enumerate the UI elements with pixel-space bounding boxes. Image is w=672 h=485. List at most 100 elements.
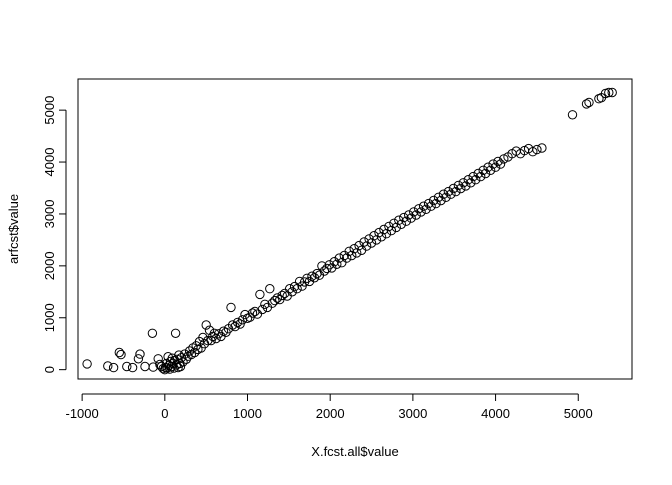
- y-tick-label: 1000: [42, 303, 57, 332]
- data-point: [446, 189, 456, 199]
- data-point: [480, 168, 491, 179]
- data-point: [176, 353, 187, 363]
- y-tick-label: 0: [42, 366, 57, 373]
- data-point: [409, 207, 419, 217]
- data-point: [287, 287, 297, 297]
- data-point: [453, 180, 464, 191]
- data-point: [289, 281, 300, 292]
- data-point: [458, 178, 468, 188]
- data-point: [307, 271, 317, 281]
- data-point: [431, 198, 441, 209]
- data-point: [488, 159, 498, 169]
- data-point: [267, 298, 277, 308]
- data-point: [354, 240, 364, 251]
- data-point: [468, 171, 478, 182]
- data-point: [426, 201, 436, 211]
- data-point: [567, 110, 578, 120]
- data-point: [396, 219, 406, 230]
- data-point: [232, 317, 243, 328]
- data-point: [607, 87, 617, 98]
- x-axis: -1000 0 1000 2000 3000 4000 5000: [66, 393, 593, 421]
- y-tick-label: 4000: [42, 148, 57, 177]
- x-tick-label: 5000: [564, 406, 593, 421]
- data-point: [406, 213, 416, 223]
- data-point: [327, 263, 337, 273]
- data-point: [478, 165, 488, 176]
- data-point: [265, 284, 275, 294]
- data-point: [448, 183, 459, 194]
- data-point: [270, 295, 280, 306]
- y-tick-label: 3000: [42, 199, 57, 228]
- data-point: [211, 333, 221, 344]
- data-point: [471, 175, 481, 185]
- data-point: [213, 329, 224, 339]
- data-point: [189, 347, 200, 358]
- data-point: [414, 204, 424, 214]
- y-axis: 0 1000 2000 3000 4000 5000: [42, 96, 67, 373]
- data-point: [133, 354, 144, 364]
- data-point: [324, 260, 335, 270]
- data-point: [302, 273, 312, 283]
- x-tick-label: 3000: [398, 406, 427, 421]
- data-point: [114, 347, 125, 358]
- x-axis-title: X.fcst.all$value: [311, 444, 398, 459]
- data-point: [416, 207, 426, 217]
- x-tick-label: 1000: [233, 406, 262, 421]
- data-point: [103, 361, 113, 371]
- data-point: [436, 195, 446, 206]
- data-point: [135, 349, 145, 359]
- data-point: [456, 183, 466, 194]
- data-point: [404, 210, 414, 220]
- data-point: [147, 328, 158, 338]
- data-point: [443, 186, 454, 197]
- points-layer: [82, 87, 617, 375]
- data-point: [82, 359, 92, 369]
- data-point: [277, 290, 287, 301]
- y-tick-label: 2000: [42, 251, 57, 280]
- data-point: [441, 192, 451, 203]
- data-point: [485, 165, 496, 176]
- data-point: [473, 168, 483, 179]
- x-tick-label: 0: [161, 406, 168, 421]
- data-point: [156, 361, 167, 372]
- data-point: [418, 201, 429, 211]
- data-point: [463, 175, 473, 185]
- data-point: [252, 309, 263, 319]
- data-point: [257, 304, 268, 315]
- data-point: [495, 159, 506, 169]
- data-point: [255, 289, 265, 300]
- data-point: [201, 320, 211, 330]
- data-point: [347, 250, 357, 261]
- x-tick-label: 2000: [316, 406, 345, 421]
- data-point: [332, 259, 342, 269]
- data-point: [438, 189, 449, 199]
- data-point: [490, 162, 501, 172]
- data-point: [581, 99, 592, 109]
- x-tick-label: -1000: [66, 406, 99, 421]
- data-point: [466, 178, 476, 188]
- data-point: [493, 156, 503, 167]
- plot-frame: [77, 78, 633, 380]
- data-point: [334, 253, 344, 263]
- data-point: [272, 293, 282, 303]
- data-point: [226, 302, 236, 313]
- data-point: [260, 299, 270, 309]
- data-point: [584, 97, 594, 108]
- data-point: [537, 143, 547, 153]
- data-point: [169, 363, 179, 373]
- data-point: [411, 210, 421, 220]
- data-point: [304, 276, 315, 287]
- data-point: [421, 204, 431, 215]
- data-point: [451, 186, 461, 197]
- data-point: [604, 87, 614, 98]
- data-point: [204, 325, 215, 335]
- data-point: [153, 354, 163, 364]
- data-point: [329, 257, 339, 267]
- data-point: [285, 284, 295, 294]
- data-point: [108, 362, 119, 373]
- x-tick-label: 4000: [481, 406, 510, 421]
- data-point: [391, 222, 401, 233]
- data-point: [461, 181, 471, 191]
- y-tick-label: 5000: [42, 96, 57, 125]
- data-point: [476, 171, 486, 182]
